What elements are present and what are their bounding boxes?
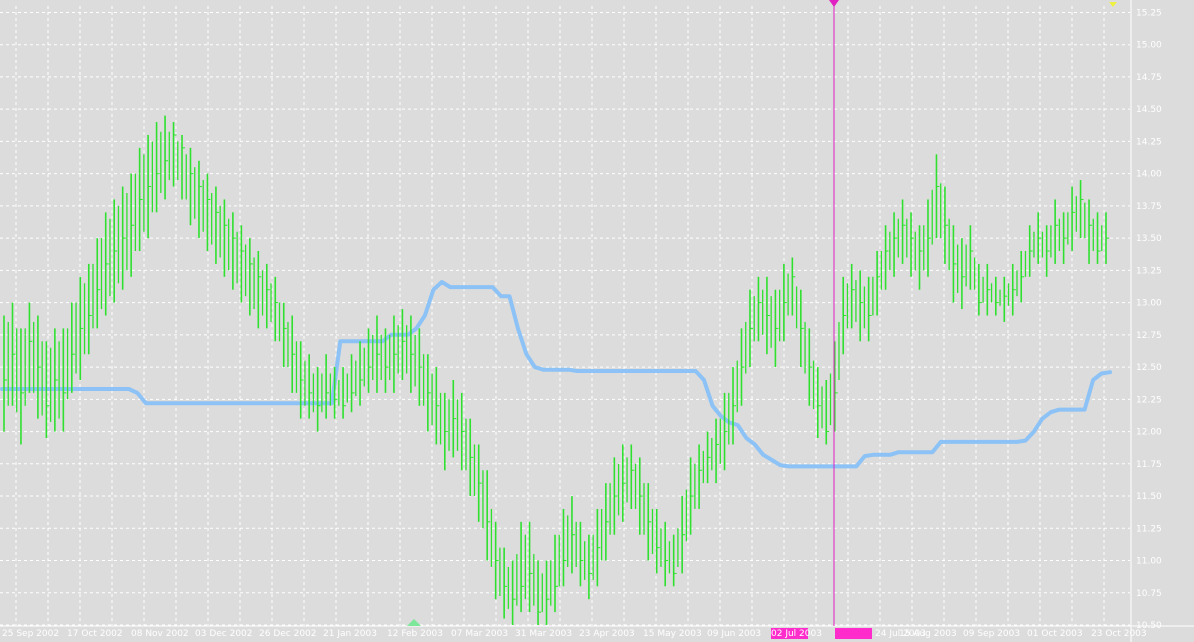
y-tick-label: 11.25 xyxy=(1136,524,1162,534)
y-tick-label: 11.75 xyxy=(1136,460,1162,470)
y-tick-label: 10.75 xyxy=(1136,589,1162,599)
y-tick-label: 15.25 xyxy=(1136,8,1162,18)
x-tick-label: 23 Apr 2003 xyxy=(579,629,635,639)
y-tick-label: 13.50 xyxy=(1136,234,1162,244)
x-tick-label: 17 Oct 2002 xyxy=(67,629,123,639)
x-tick-label: 24 Jul 2003 xyxy=(875,629,926,639)
indicator-line xyxy=(0,280,1112,469)
y-tick-label: 12.00 xyxy=(1136,428,1162,438)
y-tick-label: 14.50 xyxy=(1136,105,1162,115)
x-tick-label: 08 Nov 2002 xyxy=(131,629,189,639)
x-tick-label: 12 Feb 2003 xyxy=(387,629,443,639)
y-tick-label: 12.75 xyxy=(1136,331,1162,341)
y-tick-label: 10.50 xyxy=(1136,621,1162,631)
y-tick-label: 12.25 xyxy=(1136,395,1162,405)
corner-marker xyxy=(1109,2,1117,7)
x-tick-label: 09 Jun 2003 xyxy=(707,629,761,639)
y-tick-label: 14.75 xyxy=(1136,73,1162,83)
low-marker xyxy=(407,619,421,626)
cursor-marker-top[interactable] xyxy=(829,0,839,7)
indicator-line-layer xyxy=(0,280,1112,469)
x-tick-highlight xyxy=(835,628,872,639)
x-tick-label: 26 Dec 2002 xyxy=(259,629,317,639)
x-tick-label: 23 Oct 2003 xyxy=(1091,629,1147,639)
y-tick-label: 14.25 xyxy=(1136,137,1162,147)
y-tick-label: 11.00 xyxy=(1136,557,1162,567)
y-tick-label: 14.00 xyxy=(1136,170,1162,180)
y-tick-label: 12.50 xyxy=(1136,363,1162,373)
x-tick-label: 15 Aug 2003 xyxy=(899,629,957,639)
y-tick-label: 11.50 xyxy=(1136,492,1162,502)
cursor-layer[interactable] xyxy=(407,0,1117,626)
y-tick-label: 13.75 xyxy=(1136,202,1162,212)
x-tick-label: 03 Dec 2002 xyxy=(195,629,253,639)
x-axis-ticks: 25 Sep 2002 17 Oct 2002 08 Nov 2002 03 Dec … xyxy=(2,628,1147,639)
price-bars-layer xyxy=(3,115,1109,625)
x-tick-highlight xyxy=(771,628,808,639)
y-tick-label: 15.00 xyxy=(1136,41,1162,51)
x-tick-label: 15 May 2003 xyxy=(643,629,702,639)
y-tick-label: 13.25 xyxy=(1136,266,1162,276)
x-tick-label: 09 Sep 2003 xyxy=(963,629,1020,639)
x-tick-label: 02 Jul 2003 xyxy=(771,629,822,639)
y-tick-label: 13.00 xyxy=(1136,299,1162,309)
x-tick-label: 01 Oct 2003 xyxy=(1027,629,1083,639)
x-tick-label: 25 Sep 2002 xyxy=(2,629,59,639)
x-tick-label: 07 Mar 2003 xyxy=(451,629,508,639)
x-tick-label: 31 Mar 2003 xyxy=(515,629,572,639)
y-axis-ticks: 10.50 10.75 11.00 11.25 11.50 11.75 12.00 12.25… xyxy=(1136,8,1162,631)
x-tick-label: 21 Jan 2003 xyxy=(323,629,377,639)
